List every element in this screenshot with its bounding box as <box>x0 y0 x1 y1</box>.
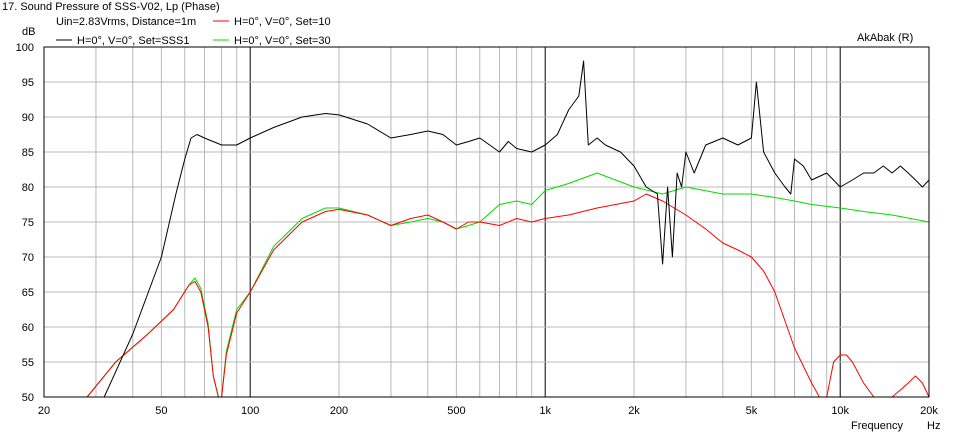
grid <box>43 46 930 398</box>
y-tick-label: 90 <box>22 112 34 124</box>
y-tick-label: 100 <box>16 42 34 54</box>
x-axis-ticks: 20 50 100 200 500 1k 2k 5k 10k 20k <box>38 405 938 417</box>
x-axis-label: Frequency <box>851 420 903 432</box>
watermark: AkAbak (R) <box>857 32 913 44</box>
series-line-set30 <box>44 172 930 398</box>
y-tick-label: 55 <box>22 357 34 369</box>
x-tick-label: 20 <box>38 405 50 417</box>
series-line-set10 <box>44 193 930 398</box>
x-tick-label: 200 <box>330 405 348 417</box>
x-tick-label: 1k <box>539 405 551 417</box>
y-tick-label: 60 <box>22 322 34 334</box>
legend: H=0°, V=0°, Set=SSS1 H=0°, V=0°, Set=10 … <box>56 16 331 47</box>
legend-label-set10: H=0°, V=0°, Set=10 <box>234 16 331 28</box>
chart-subtitle: Uin=2.83Vrms, Distance=1m <box>56 16 196 28</box>
y-tick-label: 95 <box>22 77 34 89</box>
chart-title: 17. Sound Pressure of SSS-V02, Lp (Phase… <box>2 1 220 13</box>
legend-label-sss1: H=0°, V=0°, Set=SSS1 <box>77 35 189 47</box>
y-tick-label: 75 <box>22 217 34 229</box>
series-line-sss1 <box>44 60 930 398</box>
legend-label-set30: H=0°, V=0°, Set=30 <box>234 35 331 47</box>
x-tick-label: 500 <box>447 405 465 417</box>
x-axis-unit: Hz <box>927 420 940 432</box>
plot-frame <box>43 46 930 398</box>
y-tick-label: 85 <box>22 147 34 159</box>
x-tick-label: 50 <box>155 405 167 417</box>
y-axis-label: dB <box>22 26 35 38</box>
y-tick-label: 50 <box>22 392 34 404</box>
series-lines <box>44 60 930 398</box>
y-axis-ticks: 50 55 60 65 70 75 80 85 90 95 100 <box>16 42 34 404</box>
x-tick-label: 20k <box>920 405 938 417</box>
x-tick-label: 5k <box>746 405 758 417</box>
y-tick-label: 65 <box>22 287 34 299</box>
y-tick-label: 70 <box>22 252 34 264</box>
x-tick-label: 2k <box>628 405 640 417</box>
y-tick-label: 80 <box>22 182 34 194</box>
x-tick-label: 100 <box>241 405 259 417</box>
x-tick-label: 10k <box>831 405 849 417</box>
